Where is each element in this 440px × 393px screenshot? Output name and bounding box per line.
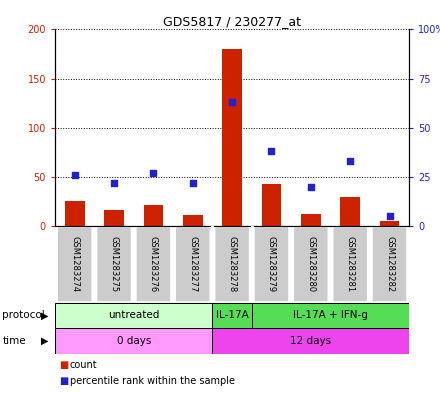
Text: untreated: untreated [108,310,159,320]
Bar [65,201,84,226]
Bar [262,184,281,226]
Text: IL-17A + IFN-g: IL-17A + IFN-g [293,310,368,320]
Point [150,170,157,176]
FancyBboxPatch shape [175,226,211,303]
Bar [213,328,409,354]
Bar [55,328,213,354]
Title: GDS5817 / 230277_at: GDS5817 / 230277_at [163,15,301,28]
Bar [55,303,213,328]
Bar [252,303,409,328]
Text: IL-17A: IL-17A [216,310,249,320]
Point [307,184,314,190]
Text: GSM1283274: GSM1283274 [70,236,79,292]
Point [268,148,275,154]
Text: time: time [2,336,26,346]
Point [229,99,236,105]
Text: percentile rank within the sample: percentile rank within the sample [70,376,235,386]
Text: GSM1283280: GSM1283280 [306,236,315,292]
FancyBboxPatch shape [293,226,329,303]
Text: count: count [70,360,97,370]
Text: GSM1283282: GSM1283282 [385,236,394,292]
Text: protocol: protocol [2,310,45,320]
Text: GSM1283277: GSM1283277 [188,236,197,292]
Text: 12 days: 12 days [290,336,331,346]
Text: ■: ■ [59,376,69,386]
Bar [222,49,242,226]
Bar [301,214,321,226]
Text: GSM1283278: GSM1283278 [227,236,237,292]
Bar [104,210,124,226]
Text: ▶: ▶ [41,310,48,320]
Text: ▶: ▶ [41,336,48,346]
Point [386,213,393,219]
Point [347,158,354,164]
Text: ■: ■ [59,360,69,370]
FancyBboxPatch shape [57,226,93,303]
Bar [213,303,252,328]
Text: 0 days: 0 days [117,336,151,346]
FancyBboxPatch shape [135,226,172,303]
FancyBboxPatch shape [253,226,290,303]
FancyBboxPatch shape [371,226,407,303]
Text: GSM1283281: GSM1283281 [346,236,355,292]
Text: GSM1283279: GSM1283279 [267,236,276,292]
Point [71,172,78,178]
Bar [183,215,202,226]
FancyBboxPatch shape [96,226,132,303]
Point [189,180,196,186]
Bar [380,221,400,226]
FancyBboxPatch shape [332,226,368,303]
Bar [143,205,163,226]
Text: GSM1283275: GSM1283275 [110,236,118,292]
Point [110,180,117,186]
Text: GSM1283276: GSM1283276 [149,236,158,292]
Bar [340,196,360,226]
FancyBboxPatch shape [214,226,250,303]
